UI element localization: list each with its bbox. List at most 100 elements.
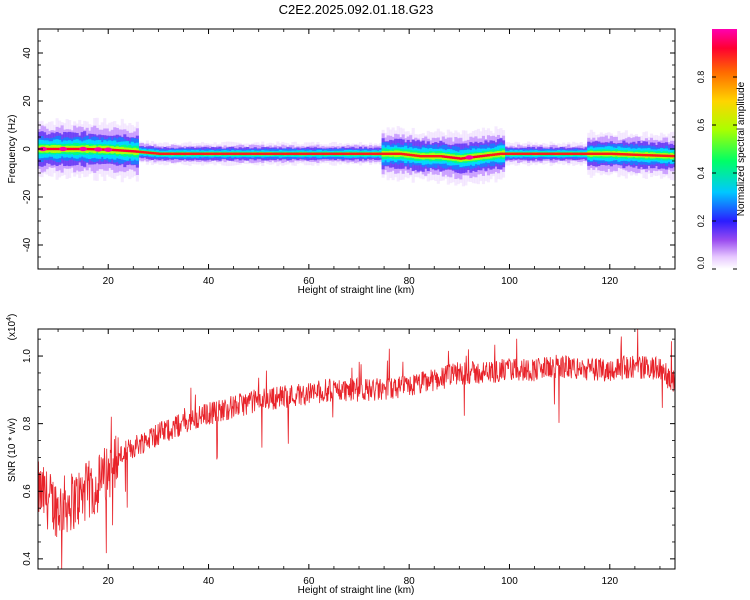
- heatmap-peak-cell: [572, 152, 576, 155]
- heatmap-peak-cell: [130, 150, 134, 153]
- heatmap-peak-cell: [50, 147, 54, 151]
- heatmap-peak-cell: [68, 147, 72, 151]
- snr-y-tick-label: 1.0: [22, 349, 33, 363]
- heatmap-peak-cell: [328, 152, 333, 155]
- heatmap-peak-cell: [532, 152, 536, 155]
- heatmap-peak-cell: [213, 152, 217, 155]
- heatmap-peak-cell: [607, 152, 611, 155]
- heatmap-peak-cell: [155, 152, 159, 155]
- heatmap-peak-cell: [298, 152, 302, 155]
- heatmap-peak-cell: [321, 152, 325, 155]
- heatmap-peak-cell: [283, 152, 287, 155]
- heatmap-peak-cell: [318, 152, 322, 155]
- heatmap-peak-cell: [216, 152, 220, 155]
- spectrogram-y-tick-label: 20: [22, 95, 33, 107]
- heatmap-peak-cell: [366, 152, 370, 155]
- heatmap-peak-cell: [589, 152, 593, 155]
- heatmap-peak-cell: [481, 154, 486, 158]
- heatmap-peak-cell: [188, 152, 192, 155]
- heatmap-peak-cell: [251, 152, 255, 155]
- heatmap-peak-cell: [431, 155, 435, 158]
- heatmap-peak-cell: [441, 155, 445, 158]
- heatmap-peak-cell: [123, 149, 127, 152]
- chart-title: C2E2.2025.092.01.18.G23: [279, 2, 434, 17]
- colorbar-tick-label: 0.4: [696, 167, 706, 180]
- heatmap-peak-cell: [73, 147, 77, 151]
- heatmap-peak-cell: [404, 153, 408, 156]
- heatmap-peak-cell: [499, 152, 503, 155]
- heatmap-peak-cell: [594, 152, 598, 155]
- heatmap-peak-cell: [622, 153, 626, 156]
- heatmap-peak-cell: [241, 152, 245, 155]
- snr-exponent-close: ): [7, 314, 18, 317]
- heatmap-peak-cell: [333, 152, 338, 155]
- heatmap-peak-cell: [293, 152, 297, 155]
- heatmap-peak-cell: [323, 152, 328, 155]
- heatmap-peak-cell: [53, 147, 57, 151]
- heatmap-peak-cell: [278, 152, 282, 155]
- heatmap-peak-cell: [419, 155, 423, 158]
- heatmap-peak-cell: [165, 152, 170, 155]
- heatmap-peak-cell: [296, 152, 300, 155]
- colorbar-tick-label: 0.0: [696, 257, 706, 270]
- spectrogram-y-tick-label: 40: [22, 47, 33, 59]
- heatmap-peak-cell: [454, 156, 458, 160]
- heatmap-peak-cell: [301, 152, 305, 155]
- heatmap-peak-cell: [218, 152, 222, 155]
- heatmap-peak-cell: [331, 152, 335, 155]
- heatmap-peak-cell: [175, 152, 180, 155]
- heatmap-peak-cell: [434, 155, 438, 158]
- heatmap-hotspot: [59, 146, 68, 152]
- snr-y-tick-label: 0.4: [22, 551, 33, 565]
- heatmap-peak-cell: [303, 152, 307, 155]
- spectrogram-y-axis: 40 20 0 -20 -40: [22, 40, 675, 258]
- heatmap-peak-cell: [604, 152, 608, 155]
- heatmap-peak-cell: [391, 152, 395, 155]
- heatmap-peak-cell: [409, 153, 413, 157]
- heatmap-peak-cell: [667, 154, 671, 158]
- spectrogram-y-tick-label: -40: [22, 237, 33, 252]
- snr-panel: 20 40 60 80 100 120 0.4 0.6 0.8 1.0 Height of st…: [6, 314, 676, 596]
- heatmap-peak-cell: [153, 152, 157, 155]
- heatmap-peak-cell: [602, 152, 606, 155]
- heatmap-peak-cell: [195, 152, 200, 155]
- heatmap-peak-cell: [190, 152, 195, 155]
- heatmap-peak-cell: [326, 152, 330, 155]
- heatmap-peak-cell: [496, 152, 501, 156]
- heatmap-peak-cell: [669, 154, 674, 158]
- snr-exponent-power: 4: [6, 317, 13, 321]
- snr-x-tick-label: 120: [601, 576, 618, 587]
- heatmap-peak-cell: [160, 152, 164, 155]
- heatmap-peak-cell: [659, 154, 664, 157]
- heatmap-peak-cell: [268, 152, 272, 155]
- heatmap-peak-cell: [444, 155, 448, 158]
- heatmap-peak-cell: [183, 152, 187, 155]
- heatmap-peak-cell: [308, 152, 312, 155]
- heatmap-peak-cell: [336, 152, 340, 155]
- heatmap-peak-cell: [90, 148, 94, 151]
- heatmap-peak-cell: [652, 154, 656, 157]
- heatmap-peak-cell: [486, 154, 491, 157]
- heatmap-peak-cell: [143, 151, 147, 154]
- heatmap-peak-cell: [128, 149, 132, 153]
- heatmap-peak-cell: [173, 152, 177, 155]
- spectrogram-x-tick-label: 20: [103, 276, 115, 287]
- heatmap-peak-cell: [110, 148, 114, 152]
- heatmap-peak-cell: [484, 154, 488, 157]
- heatmap-peak-cell: [203, 152, 207, 155]
- heatmap-peak-cell: [236, 152, 240, 155]
- heatmap-peak-cell: [238, 152, 242, 155]
- heatmap-peak-cell: [494, 153, 498, 156]
- heatmap-peak-cell: [406, 153, 410, 156]
- heatmap-peak-cell: [226, 152, 230, 155]
- heatmap-peak-cell: [429, 155, 433, 158]
- heatmap-peak-cell: [288, 152, 292, 155]
- snr-series-line: [38, 329, 675, 569]
- heatmap-peak-cell: [584, 152, 588, 155]
- heatmap-peak-cell: [231, 152, 235, 155]
- heatmap-peak-cell: [539, 152, 543, 155]
- heatmap-peak-cell: [178, 152, 182, 155]
- heatmap-peak-cell: [140, 150, 144, 154]
- heatmap-peak-cell: [313, 152, 317, 155]
- heatmap-peak-cell: [193, 152, 197, 155]
